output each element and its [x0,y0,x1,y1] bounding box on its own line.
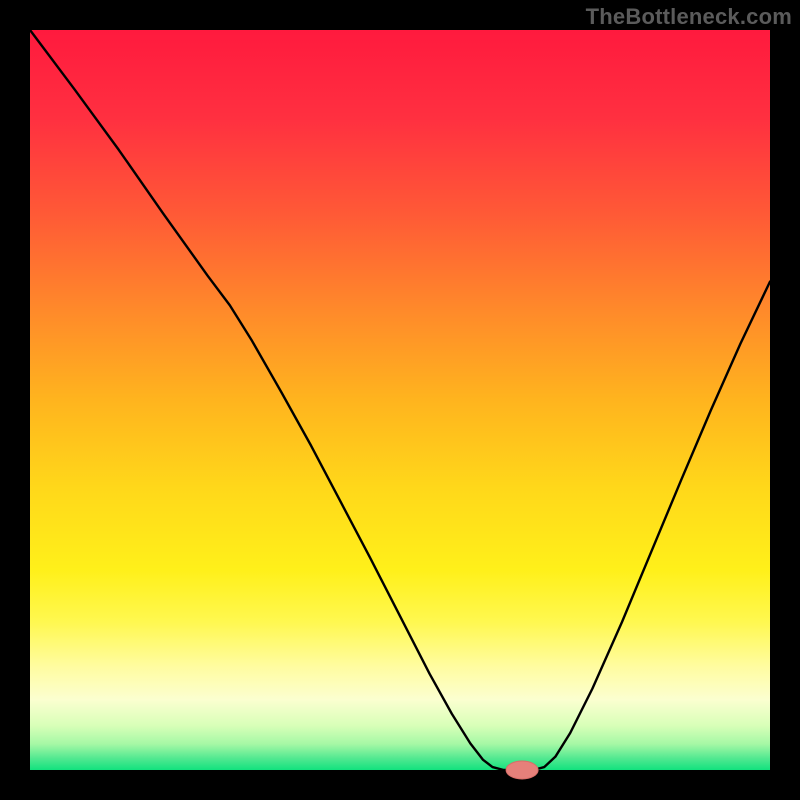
chart-container: TheBottleneck.com [0,0,800,800]
watermark-text: TheBottleneck.com [586,4,792,30]
optimum-marker [506,761,538,779]
plot-background [30,30,770,770]
bottleneck-chart [0,0,800,800]
